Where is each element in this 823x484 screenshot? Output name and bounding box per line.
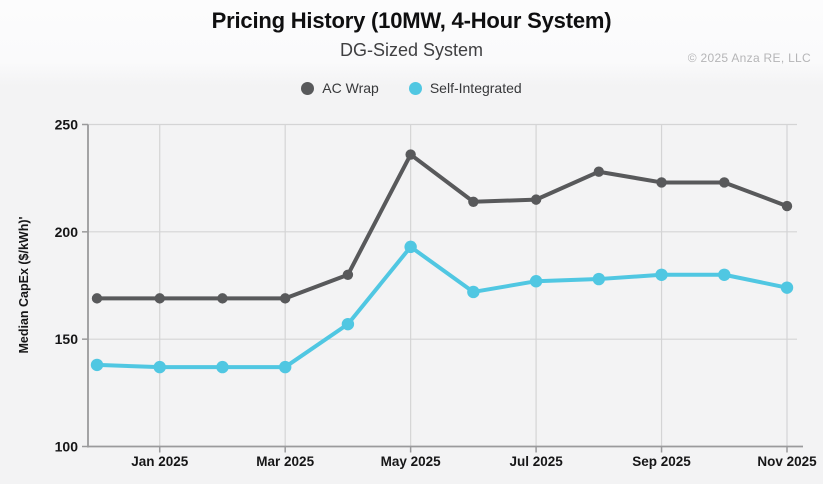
y-tick-label: 150 (55, 331, 79, 347)
legend-item-ac-wrap[interactable]: AC Wrap (301, 80, 379, 96)
data-point[interactable] (405, 149, 416, 160)
x-tick-label: Jul 2025 (509, 454, 563, 469)
data-point[interactable] (153, 360, 166, 374)
self-integrated-series-dot-icon (408, 81, 422, 95)
data-point[interactable] (655, 268, 668, 281)
data-point[interactable] (216, 360, 229, 374)
data-point[interactable] (718, 268, 731, 281)
x-tick-label: Nov 2025 (757, 454, 817, 469)
data-point[interactable] (342, 269, 354, 280)
x-tick-label: Jan 2025 (131, 454, 189, 469)
data-point[interactable] (719, 177, 730, 188)
copyright-text: © 2025 Anza RE, LLC (687, 51, 811, 65)
data-point[interactable] (278, 360, 292, 374)
chart-legend: AC Wrap Self-Integrated (0, 80, 823, 96)
legend-item-self-integrated[interactable]: Self-Integrated (408, 80, 522, 96)
data-point[interactable] (154, 293, 165, 304)
data-point[interactable] (279, 293, 291, 304)
data-point[interactable] (404, 240, 417, 254)
ac-wrap-series-dot-icon (301, 81, 315, 95)
data-point[interactable] (91, 293, 103, 304)
data-point[interactable] (468, 196, 479, 207)
page-title: Pricing History (10MW, 4-Hour System) (211, 8, 612, 33)
data-point[interactable] (217, 293, 228, 304)
y-tick-label: 100 (55, 439, 79, 455)
series-line-ac-wrap (95, 152, 789, 301)
x-tick-label: May 2025 (381, 454, 442, 469)
data-point[interactable] (592, 272, 606, 286)
x-tick-label: Sep 2025 (632, 454, 691, 469)
data-point[interactable] (656, 177, 667, 188)
data-point[interactable] (90, 358, 104, 372)
data-point[interactable] (341, 317, 355, 331)
legend-label: AC Wrap (322, 80, 379, 96)
data-point[interactable] (780, 281, 794, 294)
series-line-self-integrated (95, 244, 789, 370)
data-point[interactable] (467, 285, 480, 299)
chart-subtitle: DG-Sized System (339, 40, 484, 60)
y-tick-label: 200 (55, 224, 79, 240)
data-point[interactable] (529, 275, 543, 288)
legend-label: Self-Integrated (429, 80, 522, 96)
data-point[interactable] (781, 200, 793, 212)
data-point[interactable] (593, 166, 605, 177)
y-tick-label: 250 (55, 117, 79, 133)
x-tick-label: Mar 2025 (256, 454, 314, 469)
data-point[interactable] (530, 194, 542, 205)
